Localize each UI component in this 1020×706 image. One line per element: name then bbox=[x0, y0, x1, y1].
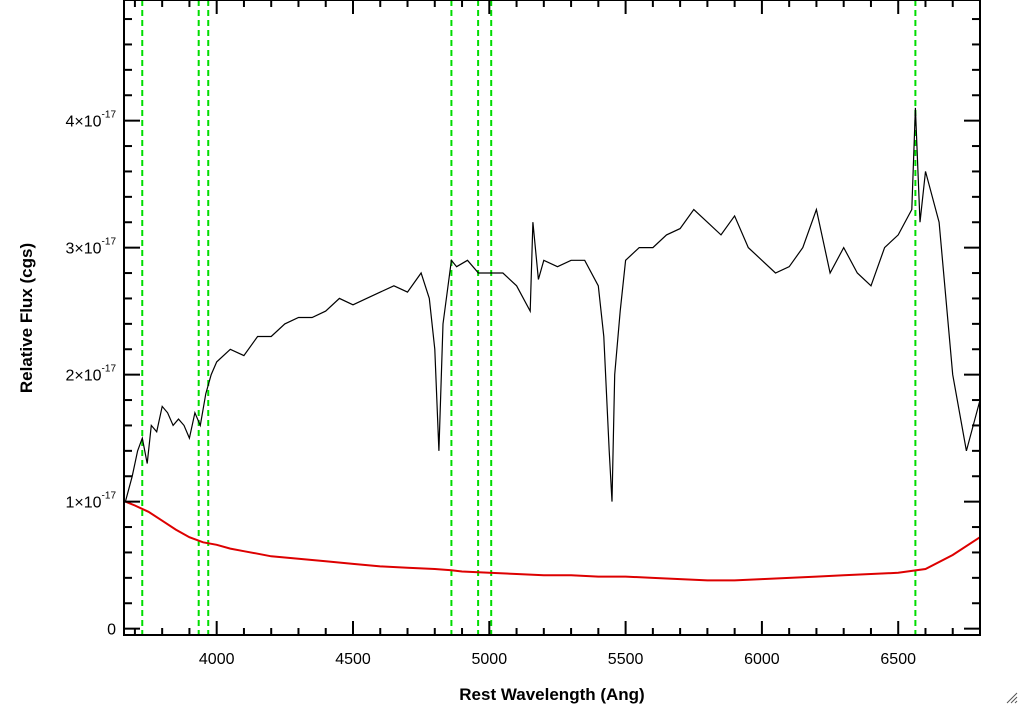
series-line-1 bbox=[125, 500, 981, 582]
y-tick-label: 4×10-17 bbox=[66, 110, 117, 131]
x-tick-label: 5500 bbox=[608, 651, 644, 668]
y-tick-label: 2×10-17 bbox=[66, 364, 117, 385]
plot-frame bbox=[123, 0, 981, 636]
y-axis-title: Relative Flux (cgs) bbox=[17, 243, 36, 393]
x-tick-label: 5000 bbox=[472, 651, 508, 668]
series-layer bbox=[124, 107, 981, 582]
x-axis-title: Rest Wavelength (Ang) bbox=[459, 685, 644, 704]
x-tick-label: 4000 bbox=[199, 651, 235, 668]
emission-line-markers bbox=[141, 0, 917, 635]
x-tick-label: 4500 bbox=[335, 651, 371, 668]
x-tick-label: 6500 bbox=[880, 651, 916, 668]
y-tick-labels: 0 1×10-17 2×10-17 3×10-17 4×10-17 bbox=[66, 110, 117, 639]
series-line-0 bbox=[124, 107, 981, 502]
x-tick-labels: 4000 4500 5000 5500 6000 6500 bbox=[199, 651, 916, 668]
y-tick-label: 1×10-17 bbox=[66, 491, 117, 512]
axis-ticks bbox=[124, 0, 981, 635]
resize-grip-icon[interactable] bbox=[1004, 690, 1018, 704]
y-tick-label: 3×10-17 bbox=[66, 237, 117, 258]
y-tick-label: 0 bbox=[107, 622, 116, 639]
x-tick-label: 6000 bbox=[744, 651, 780, 668]
